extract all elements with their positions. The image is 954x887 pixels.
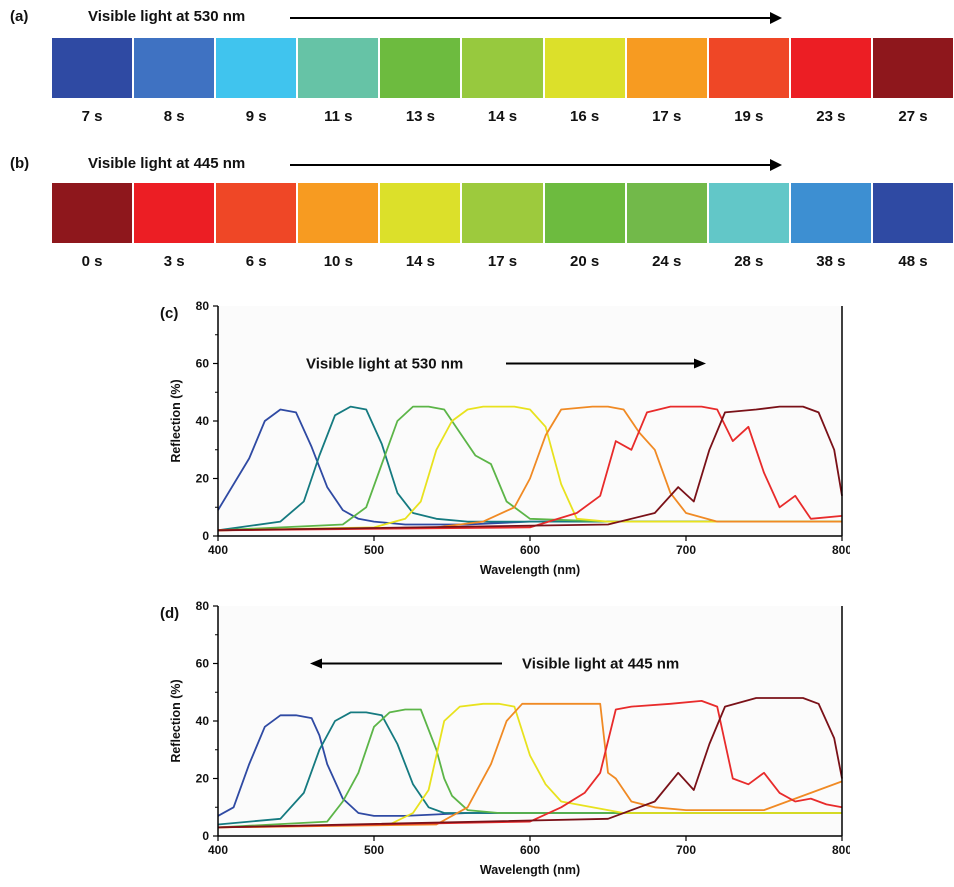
time-label: 17 s [652, 108, 682, 125]
time-label: 14 s [487, 108, 518, 125]
color-swatch [872, 38, 954, 98]
time-label: 0 s [81, 253, 103, 270]
color-strip-a [52, 38, 954, 98]
x-tick-label: 600 [520, 543, 540, 557]
series-line [217, 702, 842, 829]
color-swatch [462, 183, 543, 243]
time-label: 16 s [570, 108, 600, 125]
time-label: 17 s [487, 253, 518, 270]
color-swatch [544, 38, 625, 98]
time-label: 28 s [734, 253, 764, 270]
color-swatch [708, 183, 789, 243]
time-label: 38 s [816, 253, 846, 270]
y-tick-label: 60 [196, 657, 210, 671]
time-label: 7 s [81, 108, 103, 125]
color-swatch [216, 38, 297, 98]
time-label: 20 s [570, 253, 600, 270]
time-label: 3 s [163, 253, 185, 270]
x-tick-label: 500 [364, 543, 384, 557]
y-tick-label: 40 [196, 714, 210, 728]
time-label: 24 s [652, 253, 682, 270]
color-swatch [380, 38, 461, 98]
color-swatch [708, 38, 789, 98]
x-tick-label: 400 [208, 843, 228, 857]
x-tick-label: 600 [520, 843, 540, 857]
reflection-chart-d: (d) 400 500 600 700 800 0 20 40 60 80 Wavelength (n… [160, 599, 850, 877]
color-swatch [216, 183, 297, 243]
x-tick-label: 700 [676, 543, 696, 557]
time-label: 10 s [323, 253, 353, 270]
time-label: 48 s [898, 253, 928, 270]
x-axis-label: Wavelength (nm) [480, 863, 580, 877]
time-labels-b: 0 s 3 s 6 s 10 s 14 s 17 s 20 s 24 s 28 s 38 s 48 … [52, 253, 953, 270]
color-swatch [380, 183, 461, 243]
time-label: 23 s [816, 108, 846, 125]
color-strip-b [52, 183, 954, 243]
series-line [217, 700, 843, 829]
time-label: 6 s [245, 253, 267, 270]
time-label: 14 s [405, 253, 436, 270]
panel-a-title: Visible light at 530 nm [88, 8, 246, 25]
color-swatch [134, 183, 215, 243]
annotation-arrowhead [694, 358, 706, 369]
color-swatch [790, 38, 871, 98]
reflection-chart-c: (c) 400 500 600 700 800 0 20 40 60 80 Wavelength (n… [160, 299, 850, 577]
panel-b-label: (b) [10, 155, 30, 172]
panel-label: (d) [160, 605, 179, 622]
series-line [217, 697, 843, 829]
y-axis-label: Reflection (%) [169, 679, 183, 762]
annotation-arrowhead [310, 658, 322, 669]
panel-b-title: Visible light at 445 nm [88, 155, 246, 172]
time-label: 9 s [245, 108, 267, 125]
color-swatch [544, 183, 625, 243]
time-labels-a: 7 s 8 s 9 s 11 s 13 s 14 s 16 s 17 s 19 s 23 s 27 … [52, 108, 953, 125]
time-label: 27 s [898, 108, 928, 125]
series-line [217, 405, 843, 532]
x-tick-label: 800 [832, 543, 850, 557]
series-line [217, 405, 842, 532]
y-tick-label: 20 [196, 472, 210, 486]
color-swatch [52, 183, 133, 243]
plot-area [218, 306, 842, 536]
y-tick-label: 0 [202, 829, 209, 843]
color-swatch [134, 38, 215, 98]
color-swatch [626, 38, 707, 98]
panel-b-arrow [290, 159, 782, 171]
color-swatch [462, 38, 543, 98]
color-swatch [790, 183, 871, 243]
x-tick-label: 700 [676, 843, 696, 857]
annotation-text: Visible light at 530 nm [306, 356, 463, 373]
x-tick-label: 500 [364, 843, 384, 857]
y-tick-label: 60 [196, 357, 210, 371]
color-swatch [298, 183, 379, 243]
x-tick-label: 800 [832, 843, 850, 857]
y-tick-label: 80 [196, 299, 210, 313]
time-label: 19 s [734, 108, 764, 125]
color-swatch [626, 183, 707, 243]
plot-area [218, 606, 842, 836]
color-swatch [52, 38, 133, 98]
series-line [217, 702, 843, 829]
time-label: 13 s [405, 108, 436, 125]
y-axis-label: Reflection (%) [169, 379, 183, 462]
y-tick-label: 20 [196, 772, 210, 786]
color-swatch [872, 183, 954, 243]
y-tick-label: 40 [196, 414, 210, 428]
y-tick-label: 0 [202, 529, 209, 543]
annotation-text: Visible light at 445 nm [522, 656, 679, 673]
panel-a-arrow [290, 12, 782, 24]
series-line [217, 405, 843, 532]
x-tick-label: 400 [208, 543, 228, 557]
panel-label: (c) [160, 305, 178, 322]
x-axis-label: Wavelength (nm) [480, 563, 580, 577]
y-tick-label: 80 [196, 599, 210, 613]
color-swatch [298, 38, 379, 98]
time-label: 11 s [324, 108, 353, 125]
panel-a-label: (a) [10, 8, 29, 25]
time-label: 8 s [163, 108, 185, 125]
